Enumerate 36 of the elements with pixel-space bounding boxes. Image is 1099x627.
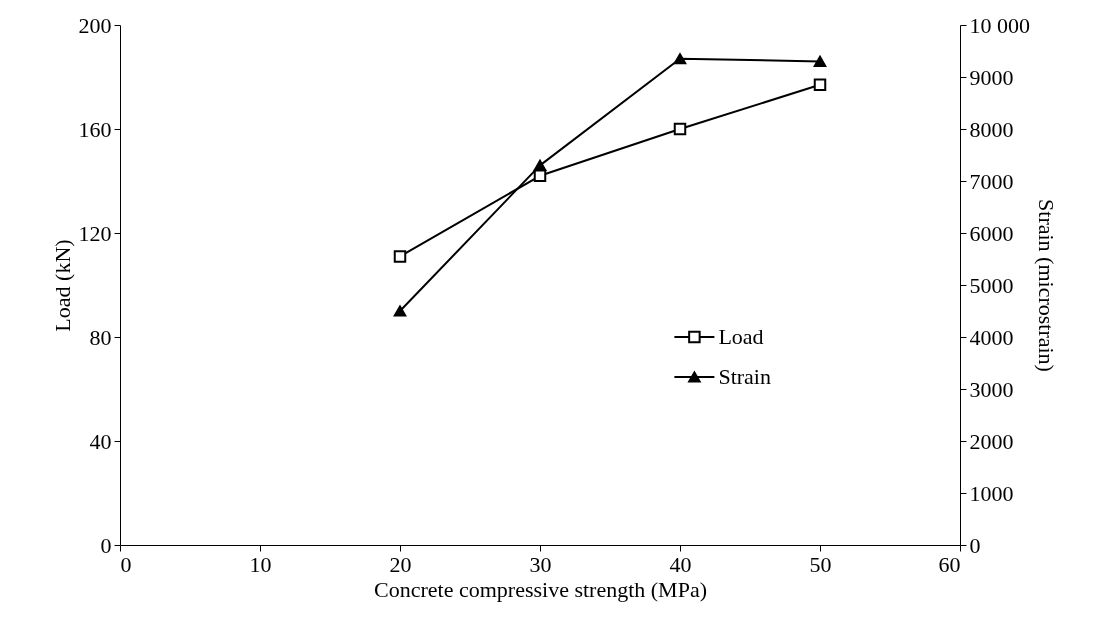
x-tick-label: 30	[529, 551, 552, 577]
y-tick-label: 200	[78, 12, 112, 38]
x-tick-label: 20	[389, 551, 412, 577]
x-tick-label: 50	[809, 551, 832, 577]
y2-tick-label: 0	[969, 532, 981, 558]
legend-label: Strain	[718, 364, 771, 389]
y2-tick-label: 6000	[969, 220, 1014, 246]
y-tick-label: 80	[89, 324, 112, 350]
y-tick-label: 120	[78, 220, 112, 246]
x-tick-label: 40	[669, 551, 692, 577]
point	[813, 55, 827, 67]
point	[533, 159, 547, 171]
y2-tick-label: 5000	[969, 272, 1014, 298]
x-axis-title: Concrete compressive strength (MPa)	[374, 576, 707, 602]
point	[673, 122, 687, 136]
point	[393, 305, 407, 317]
x-tick-label: 10	[249, 551, 272, 577]
point	[813, 78, 827, 92]
y2-tick-label: 8000	[969, 116, 1014, 142]
point	[393, 250, 407, 263]
x-tick-label: 0	[120, 551, 132, 577]
y2-tick-label: 2000	[969, 428, 1014, 454]
y-tick-label: 40	[89, 428, 112, 454]
point	[673, 53, 687, 65]
y2-axis-title: Strain (microstrain)	[1034, 199, 1059, 372]
y2-tick-label: 1000	[969, 480, 1014, 506]
x-tick-label: 60	[938, 551, 961, 577]
y2-tick-label: 9000	[969, 64, 1014, 90]
y2-tick-label: 7000	[969, 168, 1014, 194]
y-tick-label: 0	[100, 532, 112, 558]
y2-tick-label: 4000	[969, 324, 1014, 350]
y2-tick-label: 3000	[969, 376, 1014, 402]
y-axis-title: Load (kN)	[49, 239, 75, 332]
legend-label: Load	[718, 324, 764, 349]
y2-tick-label: 10 000	[969, 12, 1030, 38]
y-tick-label: 160	[78, 116, 112, 142]
